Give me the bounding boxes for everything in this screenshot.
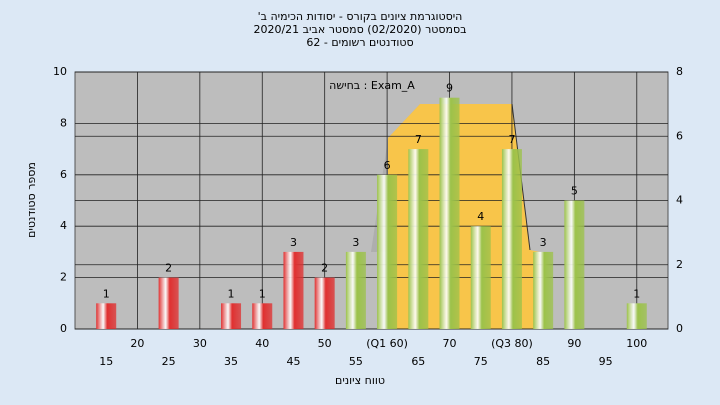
y2-tick-label: 8 xyxy=(676,65,683,78)
x-tick-label: 30 xyxy=(193,337,207,350)
value-label: 1 xyxy=(633,287,640,300)
y-tick-label: 4 xyxy=(60,219,67,232)
bar xyxy=(470,226,491,329)
value-label: 4 xyxy=(477,210,484,223)
x-tick-label: 45 xyxy=(286,355,300,368)
value-label: 3 xyxy=(352,236,359,249)
x-tick-label: 40 xyxy=(255,337,269,350)
x-tick-label: 85 xyxy=(536,355,550,368)
chart-title: היסטוגרמת ציונים בקורס - יסודות הכימיה ב… xyxy=(258,10,463,23)
x-tick-label: 75 xyxy=(474,355,488,368)
bar xyxy=(626,303,647,329)
annotation: בחישה : Exam_A xyxy=(329,79,415,92)
bar xyxy=(221,303,242,329)
x-tick-label: 65 xyxy=(411,355,425,368)
x-tick-label: 35 xyxy=(224,355,238,368)
x-tick-label: 25 xyxy=(162,355,176,368)
y-tick-label: 8 xyxy=(60,116,67,129)
y2-tick-label: 4 xyxy=(676,194,683,207)
bar xyxy=(283,251,304,329)
x-tick-label: 50 xyxy=(318,337,332,350)
chart-subtitle: בסמסטר (02/2020) סמסטר אביב 2020/21 xyxy=(253,23,466,36)
value-label: 7 xyxy=(508,133,515,146)
x-axis-label: טווח ציונים xyxy=(335,374,385,387)
bar xyxy=(377,174,398,329)
value-label: 3 xyxy=(290,236,297,249)
bar xyxy=(314,277,335,329)
value-label: 9 xyxy=(446,82,453,95)
bar xyxy=(501,149,522,329)
value-label: 3 xyxy=(540,236,547,249)
x-tick-label: 70 xyxy=(443,337,457,350)
value-label: 1 xyxy=(103,287,110,300)
y-tick-label: 6 xyxy=(60,168,67,181)
bar xyxy=(158,277,179,329)
bar xyxy=(564,200,585,329)
y2-tick-label: 0 xyxy=(676,322,683,335)
value-label: 7 xyxy=(415,133,422,146)
y2-tick-label: 2 xyxy=(676,258,683,271)
x-tick-label: 100 xyxy=(626,337,647,350)
value-label: 2 xyxy=(165,262,172,275)
x-tick-label: 15 xyxy=(99,355,113,368)
bar xyxy=(533,251,554,329)
value-label: 1 xyxy=(259,287,266,300)
value-label: 5 xyxy=(571,185,578,198)
x-tick-label: (Q1 60) xyxy=(366,337,408,350)
x-tick-label: (Q3 80) xyxy=(491,337,533,350)
chart-subtitle: סטודנטים רשומים - 62 xyxy=(306,36,413,49)
x-tick-label: 55 xyxy=(349,355,363,368)
y-tick-label: 10 xyxy=(53,65,67,78)
x-tick-label: 95 xyxy=(599,355,613,368)
value-label: 1 xyxy=(228,287,235,300)
value-label: 2 xyxy=(321,262,328,275)
value-label: 6 xyxy=(384,159,391,172)
x-tick-label: 90 xyxy=(567,337,581,350)
x-tick-label: 20 xyxy=(130,337,144,350)
y-tick-label: 0 xyxy=(60,322,67,335)
bar xyxy=(96,303,117,329)
y-tick-label: 2 xyxy=(60,271,67,284)
bar xyxy=(252,303,273,329)
bar xyxy=(408,149,429,329)
y-axis-label: מספר סטודנטים xyxy=(25,162,38,238)
y2-tick-label: 6 xyxy=(676,129,683,142)
bar xyxy=(345,251,366,329)
bar xyxy=(439,97,460,329)
